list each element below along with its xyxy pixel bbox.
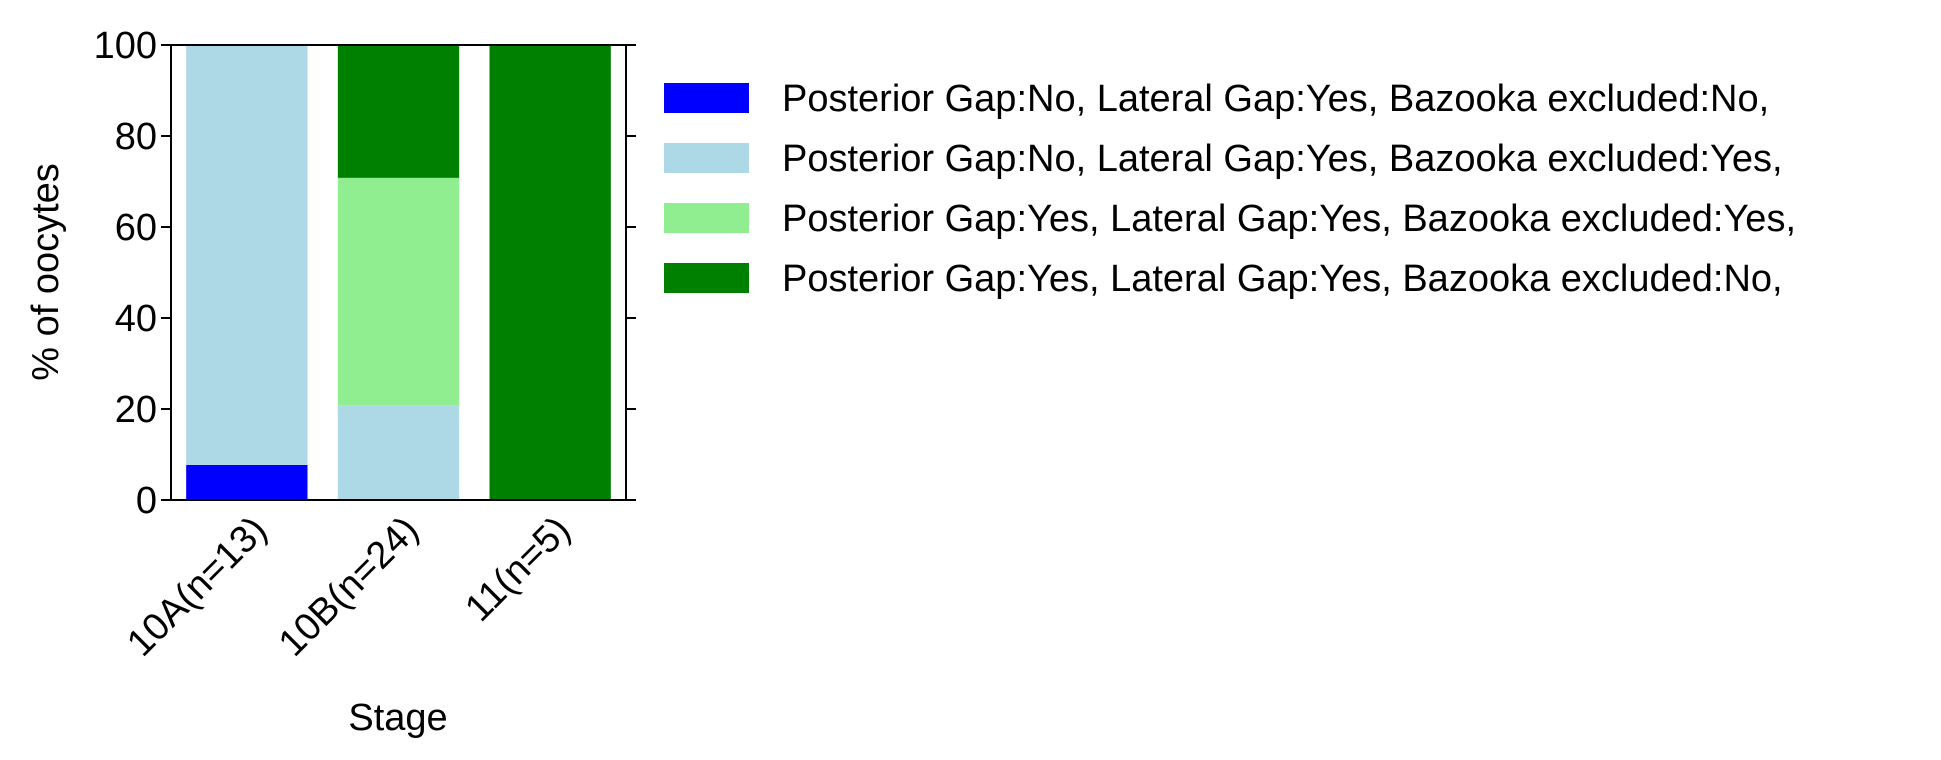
legend-swatch [664, 203, 749, 233]
legend-swatch [664, 263, 749, 293]
bar-segment [186, 464, 308, 500]
y-tick-label: 80 [115, 116, 157, 158]
legend-label: Posterior Gap:Yes, Lateral Gap:Yes, Bazo… [782, 198, 1796, 240]
y-tick-label: 40 [115, 298, 157, 340]
legend-label: Posterior Gap:Yes, Lateral Gap:Yes, Bazo… [782, 258, 1783, 300]
bar-segment [186, 45, 308, 465]
bar-segment [337, 405, 460, 500]
y-tick-label: 100 [94, 25, 157, 67]
legend: Posterior Gap:No, Lateral Gap:Yes, Bazoo… [664, 78, 1796, 300]
y-axis: 0 20 40 60 80 100 [94, 25, 636, 522]
legend-label: Posterior Gap:No, Lateral Gap:Yes, Bazoo… [782, 138, 1783, 180]
x-axis-label: Stage [348, 697, 447, 739]
x-tick-label: 11(n=5) [457, 509, 578, 630]
y-tick-label: 20 [115, 389, 157, 431]
legend-label: Posterior Gap:No, Lateral Gap:Yes, Bazoo… [782, 78, 1769, 120]
bar-segment [489, 45, 611, 500]
y-tick-label: 60 [115, 207, 157, 249]
bar-segment [337, 177, 460, 406]
legend-swatch [664, 83, 749, 113]
y-axis-label: % of oocytes [25, 163, 67, 381]
plot-frame [170, 44, 627, 501]
x-tick-label: 10A(n=13) [119, 509, 275, 665]
x-tick-label: 10B(n=24) [271, 509, 427, 665]
legend-swatch [664, 143, 749, 173]
x-axis: 10A(n=13)10B(n=24) 11(n=5) [119, 509, 578, 665]
bar-segment [337, 45, 460, 178]
bars-group [186, 45, 611, 500]
y-tick-label: 0 [136, 480, 157, 522]
